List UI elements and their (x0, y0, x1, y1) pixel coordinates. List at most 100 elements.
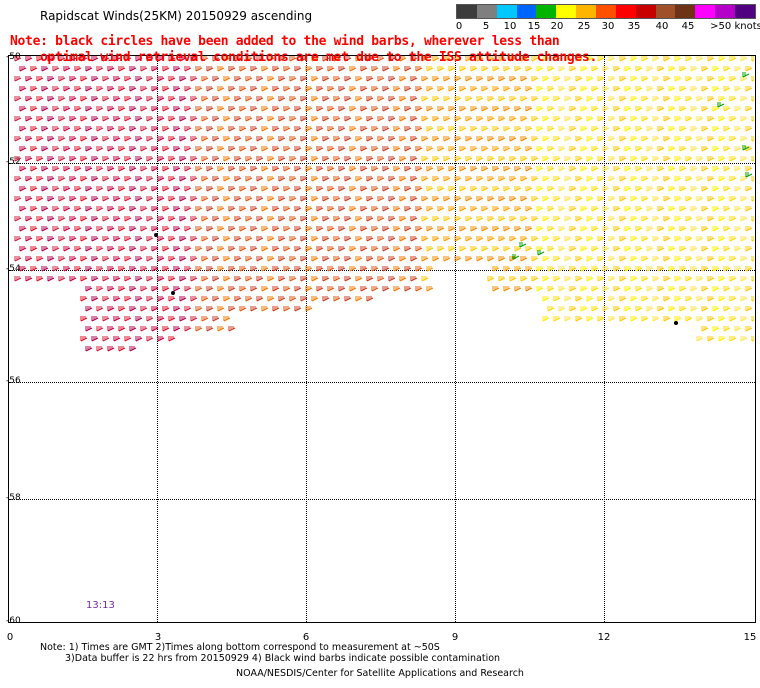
wind-barb (371, 246, 379, 252)
wind-barb (586, 76, 594, 82)
wind-barb (316, 166, 324, 172)
wind-barb (602, 126, 610, 132)
wind-barb (470, 126, 478, 132)
wind-barb (212, 236, 220, 242)
wind-barb (498, 236, 506, 242)
wind-barb (140, 286, 148, 292)
wind-barb (278, 236, 286, 242)
wind-barb (135, 96, 143, 102)
wind-barb (745, 266, 753, 272)
wind-barb (520, 76, 528, 82)
wind-barb (311, 196, 319, 202)
wind-barb (52, 126, 60, 132)
wind-barb (179, 136, 187, 142)
wind-barb (256, 216, 264, 222)
wind-barb (586, 276, 594, 282)
wind-barb (74, 166, 82, 172)
wind-barb (652, 136, 660, 142)
wind-barb (239, 126, 247, 132)
wind-barb (591, 186, 599, 192)
wind-barb (80, 256, 88, 262)
wind-barb (179, 176, 187, 182)
wind-barb (151, 286, 159, 292)
wind-barb (333, 76, 341, 82)
wind-barb (25, 196, 33, 202)
wind-barb (531, 116, 539, 122)
wind-barb (349, 126, 357, 132)
wind-barb (426, 126, 434, 132)
legend-swatch (457, 5, 477, 18)
wind-barb (575, 196, 583, 202)
wind-barb (157, 76, 165, 82)
wind-barb (514, 286, 522, 292)
wind-barb (745, 106, 753, 112)
wind-barb (283, 106, 291, 112)
wind-barb (272, 146, 280, 152)
wind-barb (597, 176, 605, 182)
wind-barb (437, 206, 445, 212)
wind-barb (415, 86, 423, 92)
legend-label: 10 (503, 21, 517, 32)
wind-barb (245, 96, 253, 102)
wind-barb (696, 116, 704, 122)
wind-barb (69, 276, 77, 282)
wind-barb (514, 106, 522, 112)
wind-barb (173, 326, 181, 332)
wind-barb (30, 86, 38, 92)
wind-barb (751, 136, 754, 142)
wind-barb (608, 56, 616, 62)
wind-barb (162, 126, 170, 132)
wind-barb (316, 146, 324, 152)
wind-barb (597, 56, 605, 62)
wind-barb (613, 226, 621, 232)
wind-barb (470, 166, 478, 172)
wind-barb (586, 296, 594, 302)
wind-barb (146, 56, 154, 62)
wind-barb (421, 136, 429, 142)
wind-barb (476, 216, 484, 222)
wind-barb (195, 86, 203, 92)
wind-barb (734, 286, 742, 292)
wind-barb (481, 226, 489, 232)
wind-barb (80, 76, 88, 82)
wind-barb (613, 106, 621, 112)
wind-barb (717, 102, 725, 108)
wind-barb (624, 186, 632, 192)
wind-barb (690, 206, 698, 212)
note-line-2: optimal wind retrieval conditions are me… (40, 50, 597, 65)
wind-barb (613, 186, 621, 192)
wind-barb (377, 136, 385, 142)
wind-barb (234, 256, 242, 262)
wind-barb (437, 126, 445, 132)
wind-barb (184, 66, 192, 72)
wind-barb (624, 226, 632, 232)
wind-barb (140, 326, 148, 332)
wind-barb (503, 146, 511, 152)
wind-barb (206, 246, 214, 252)
wind-barb (712, 266, 720, 272)
wind-barb (586, 116, 594, 122)
wind-barb (393, 246, 401, 252)
wind-barb (217, 326, 225, 332)
wind-barb (146, 256, 154, 262)
wind-barb (536, 146, 544, 152)
contamination-note: Note: black circles have been added to t… (10, 34, 597, 66)
wind-barb (289, 296, 297, 302)
wind-barb (509, 276, 517, 282)
map-plot-area[interactable] (8, 55, 756, 623)
wind-barb (382, 206, 390, 212)
wind-barb (646, 126, 654, 132)
wind-barb (58, 96, 66, 102)
wind-barb (102, 316, 110, 322)
wind-barb (536, 246, 544, 252)
wind-barb (740, 316, 748, 322)
wind-barb (338, 246, 346, 252)
wind-barb (657, 226, 665, 232)
wind-barb (74, 66, 82, 72)
wind-barb (487, 276, 495, 282)
wind-barb (751, 256, 754, 262)
wind-barb (564, 196, 572, 202)
wind-barb (630, 76, 638, 82)
wind-barb (652, 216, 660, 222)
wind-barb (47, 136, 55, 142)
